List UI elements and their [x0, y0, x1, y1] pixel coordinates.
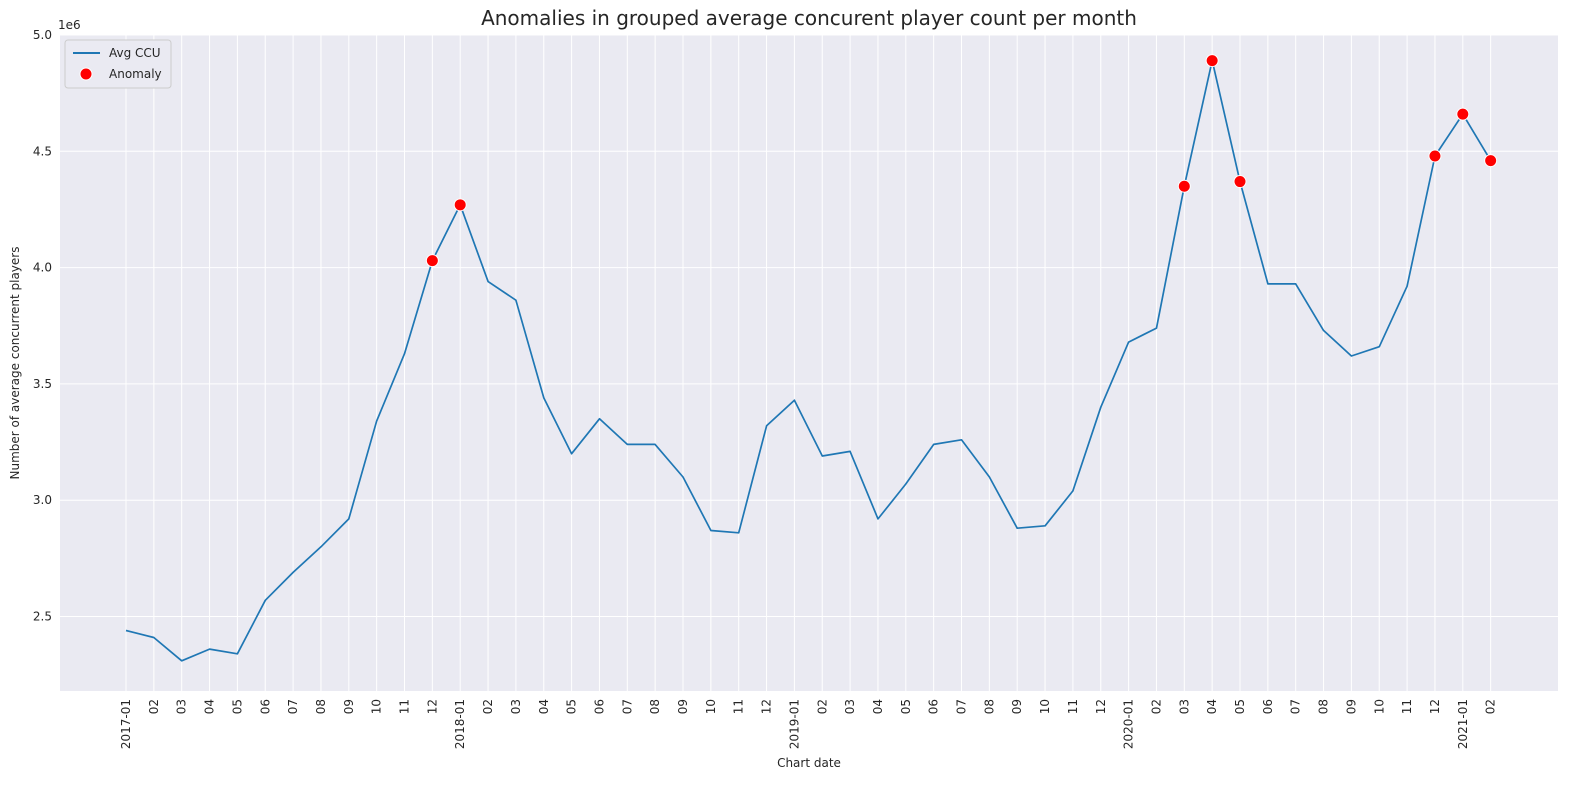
- x-tick-label: 03: [843, 699, 857, 714]
- x-tick-label: 10: [704, 699, 718, 714]
- x-tick-label: 10: [370, 699, 384, 714]
- x-tick-label: 05: [1233, 699, 1247, 714]
- x-tick-labels: 2017-01 02 03 04 05 06 07 08 09 10 11 12 2018-01 02 03…: [119, 699, 1498, 749]
- anomaly-layer: [425, 54, 1498, 268]
- x-tick-label: 11: [398, 699, 412, 714]
- x-tick-label: 02: [1484, 699, 1498, 714]
- x-tick-label: 09: [342, 699, 356, 714]
- anomaly-point: [1428, 149, 1442, 163]
- anomaly-point: [1205, 54, 1219, 68]
- x-tick-label: 05: [565, 699, 579, 714]
- y-tick-label: 5.0: [33, 28, 52, 42]
- x-tick-label: 12: [425, 699, 439, 714]
- x-tick-label: 08: [982, 699, 996, 714]
- x-tick-label: 2020-01: [1122, 699, 1136, 749]
- x-tick-label: 04: [203, 699, 217, 714]
- y-offset-label: 1e6: [58, 18, 81, 32]
- x-tick-label: 12: [1428, 699, 1442, 714]
- legend-label-anomaly: Anomaly: [109, 67, 162, 81]
- series-layer: [125, 59, 1492, 662]
- x-tick-label: 11: [1400, 699, 1414, 714]
- grid-layer: [60, 34, 1558, 691]
- x-tick-label: 06: [592, 699, 606, 714]
- x-tick-label: 07: [1289, 699, 1303, 714]
- plot-background: [60, 35, 1558, 691]
- x-tick-label: 03: [175, 699, 189, 714]
- anomaly-point: [1456, 107, 1470, 121]
- x-tick-label: 11: [1066, 699, 1080, 714]
- y-axis-label: Number of average concurrent players: [8, 247, 22, 480]
- x-tick-label: 2021-01: [1456, 699, 1470, 749]
- x-tick-label: 02: [147, 699, 161, 714]
- x-tick-label: 04: [537, 699, 551, 714]
- x-tick-label: 12: [760, 699, 774, 714]
- x-tick-label: 09: [1010, 699, 1024, 714]
- y-tick-label: 4.0: [33, 261, 52, 275]
- x-tick-label: 08: [314, 699, 328, 714]
- x-axis-label: Chart date: [777, 756, 841, 770]
- anomaly-point: [453, 198, 467, 212]
- y-tick-label: 3.0: [33, 493, 52, 507]
- anomaly-point: [1233, 175, 1247, 189]
- x-tick-label: 2018-01: [453, 699, 467, 749]
- x-tick-label: 03: [509, 699, 523, 714]
- x-tick-label: 06: [258, 699, 272, 714]
- anomaly-point: [425, 254, 439, 268]
- x-tick-label: 09: [1344, 699, 1358, 714]
- x-tick-label: 04: [1205, 699, 1219, 714]
- chart-title: Anomalies in grouped average concurent p…: [481, 6, 1137, 30]
- x-tick-label: 07: [620, 699, 634, 714]
- legend: Avg CCU Anomaly: [64, 39, 172, 89]
- y-tick-label: 2.5: [33, 610, 52, 624]
- y-tick-labels: 2.5 3.0 3.5 4.0 4.5 5.0: [33, 28, 52, 624]
- x-tick-label: 05: [899, 699, 913, 714]
- x-tick-label: 07: [955, 699, 969, 714]
- anomaly-point: [1484, 154, 1498, 168]
- x-tick-label: 02: [1149, 699, 1163, 714]
- x-tick-label: 11: [732, 699, 746, 714]
- anomaly-point: [1177, 179, 1191, 193]
- x-tick-label: 08: [648, 699, 662, 714]
- legend-label-avg-ccu: Avg CCU: [109, 46, 161, 60]
- x-tick-label: 2019-01: [787, 699, 801, 749]
- x-tick-label: 10: [1372, 699, 1386, 714]
- x-tick-label: 05: [230, 699, 244, 714]
- x-tick-label: 07: [286, 699, 300, 714]
- x-tick-label: 02: [815, 699, 829, 714]
- avg-ccu-line: [125, 59, 1492, 662]
- x-tick-label: 03: [1177, 699, 1191, 714]
- x-tick-label: 08: [1317, 699, 1331, 714]
- x-tick-label: 2017-01: [119, 699, 133, 749]
- x-tick-label: 04: [871, 699, 885, 714]
- y-tick-label: 4.5: [33, 144, 52, 158]
- x-tick-label: 02: [481, 699, 495, 714]
- x-tick-label: 10: [1038, 699, 1052, 714]
- x-tick-label: 09: [676, 699, 690, 714]
- x-tick-label: 06: [927, 699, 941, 714]
- x-tick-label: 12: [1094, 699, 1108, 714]
- x-tick-label: 06: [1261, 699, 1275, 714]
- legend-anomaly-swatch: [79, 67, 93, 81]
- y-tick-label: 3.5: [33, 377, 52, 391]
